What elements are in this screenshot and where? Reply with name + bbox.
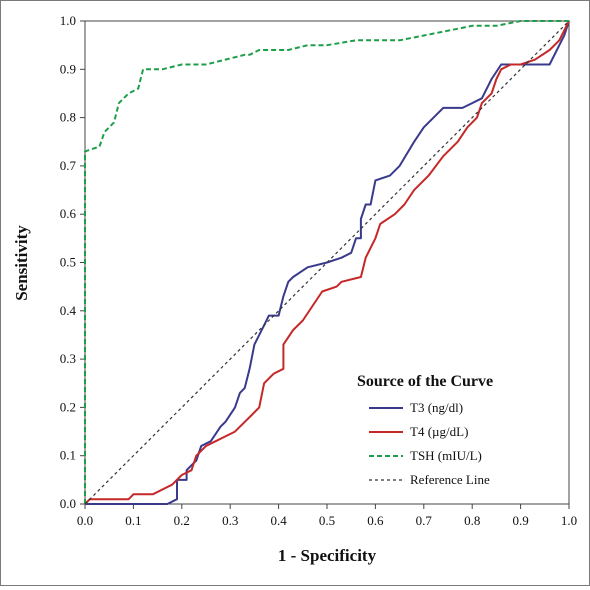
x-tick-label: 0.2 [174,513,190,528]
series-tsh-miu-l-line [84,20,569,504]
y-axis: 0.0 0.1 0.2 0.3 0.4 0.5 0.6 0.7 0.8 0.9 1.0 [60,13,85,511]
y-tick-label: 0.8 [60,110,76,125]
legend-label-tsh-miu-l: TSH (mIU/L) [410,448,482,463]
y-tick-label: 0.6 [60,206,77,221]
legend-label-t3-ng-dl: T3 (ng/dl) [410,400,463,415]
x-tick-label: 0.7 [416,513,433,528]
y-tick-label: 1.0 [60,13,76,28]
series-layer [84,20,570,505]
y-tick-label: 0.3 [60,351,76,366]
x-tick-label: 0.9 [512,513,528,528]
x-tick-label: 0.3 [222,513,238,528]
y-tick-label: 0.7 [60,158,77,173]
x-tick-label: 0.0 [77,513,93,528]
y-axis-title: Sensitivity [12,225,31,301]
legend-label-reference-line: Reference Line [410,472,490,487]
x-tick-label: 0.8 [464,513,480,528]
legend-label-t4-g-dl: T4 (µg/dL) [410,424,468,439]
y-tick-label: 0.4 [60,303,77,318]
y-tick-label: 0.9 [60,61,76,76]
legend-title: Source of the Curve [357,373,493,390]
x-tick-label: 0.4 [270,513,287,528]
legend-items: T3 (ng/dl) T4 (µg/dL) TSH (mIU/L) Reference… [369,400,490,487]
y-tick-label: 0.5 [60,255,76,270]
series-t3-ng-dl-line [85,20,570,505]
series-t4-g-dl-line [84,20,570,505]
x-axis: 0.0 0.1 0.2 0.3 0.4 0.5 0.6 0.7 0.8 0.9 1.0 [77,504,577,528]
y-tick-label: 0.0 [60,496,76,511]
x-tick-label: 0.5 [319,513,335,528]
x-tick-label: 0.1 [125,513,141,528]
x-tick-label: 0.6 [367,513,384,528]
legend: Source of the Curve T3 (ng/dl) T4 (µg/dL)… [357,373,493,487]
y-tick-label: 0.1 [60,448,76,463]
x-tick-label: 1.0 [561,513,577,528]
y-tick-label: 0.2 [60,399,76,414]
x-axis-title: 1 - Specificity [278,546,377,565]
